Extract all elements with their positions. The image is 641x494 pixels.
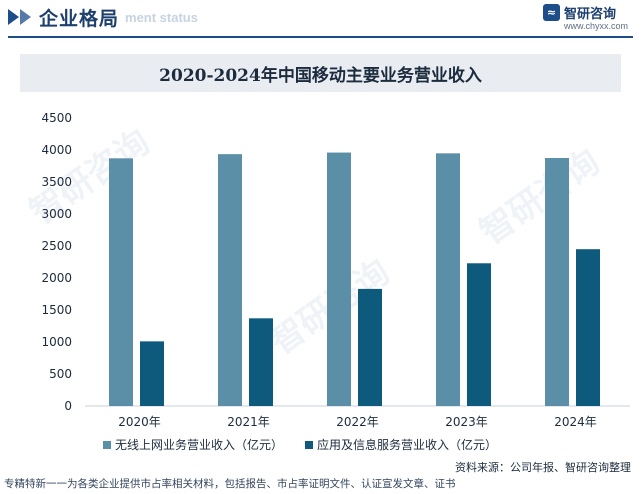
legend-label: 无线上网业务营业收入（亿元） [115,438,284,452]
section-marker-icon [8,9,31,25]
legend-swatch [103,440,111,449]
legend-item: 应用及信息服务营业收入（亿元） [305,436,497,453]
bar-app-info [467,263,491,406]
section-header: 企业格局 ment status [0,0,641,34]
y-tick-label: 1000 [41,335,72,349]
bar-wireless [109,158,133,406]
bar-app-info [576,249,600,406]
brand-mark-icon: ≈ [543,4,560,21]
y-tick-label: 2000 [41,271,72,285]
x-tick-label: 2022年 [336,415,379,429]
bar-wireless [545,158,569,406]
y-tick-label: 1500 [41,303,72,317]
brand-url: www.chyxx.com [564,21,629,31]
bar-wireless [436,153,460,406]
y-tick-label: 2500 [41,239,72,253]
chart-title: 2020-2024年中国移动主要业务营业收入 [159,65,482,86]
x-tick-label: 2020年 [118,415,161,429]
x-tick-label: 2021年 [227,415,270,429]
section-title: 企业格局 [39,7,120,30]
bar-app-info [249,318,273,406]
y-tick-label: 3500 [41,175,72,189]
legend-item: 无线上网业务营业收入（亿元） [103,436,283,453]
bar-wireless [218,154,242,406]
chart-title-band: 2020-2024年中国移动主要业务营业收入 [20,54,621,92]
legend-label: 应用及信息服务营业收入（亿元） [317,438,498,452]
bar-app-info [358,288,382,406]
source-note: 资料来源：公司年报、智研咨询整理 [455,461,631,474]
brand-logo: ≈ 智研咨询 www.chyxx.com [543,3,633,35]
y-tick-label: 4000 [41,143,72,157]
y-tick-label: 3000 [41,207,72,221]
section-subtitle: ment status [125,9,198,25]
y-tick-label: 4500 [41,111,72,125]
y-tick-label: 0 [64,399,72,413]
x-tick-label: 2024年 [554,415,597,429]
brand-name: 智研咨询 [564,7,617,22]
y-tick-label: 500 [49,367,72,381]
chart-legend: 无线上网业务营业收入（亿元） 应用及信息服务营业收入（亿元） [103,436,497,453]
legend-swatch [305,440,314,449]
header-divider [8,36,633,38]
bar-wireless [327,152,351,406]
x-tick-label: 2023年 [445,415,488,429]
bar-app-info [140,341,164,406]
footer-note: 专精特新一一为各类企业提供市占率相关材料，包括报告、市占率证明文件、认证宣发文章… [4,478,456,490]
